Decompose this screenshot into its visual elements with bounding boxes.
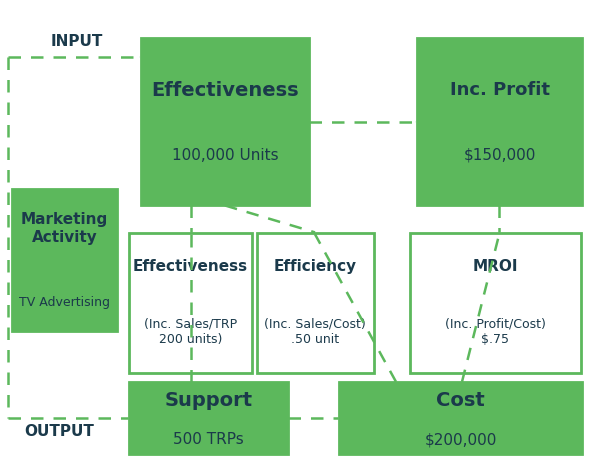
FancyBboxPatch shape bbox=[410, 234, 581, 373]
Text: INPUT: INPUT bbox=[51, 34, 103, 49]
Text: MROI: MROI bbox=[473, 259, 518, 274]
Text: (Inc. Profit/Cost)
$.75: (Inc. Profit/Cost) $.75 bbox=[445, 317, 546, 345]
FancyBboxPatch shape bbox=[129, 234, 252, 373]
FancyBboxPatch shape bbox=[141, 39, 309, 206]
Text: $200,000: $200,000 bbox=[424, 431, 497, 446]
Text: Inc. Profit: Inc. Profit bbox=[449, 81, 550, 99]
Text: Effectiveness: Effectiveness bbox=[133, 259, 248, 274]
FancyBboxPatch shape bbox=[339, 382, 582, 454]
Text: Efficiency: Efficiency bbox=[274, 259, 357, 274]
Text: TV Advertising: TV Advertising bbox=[19, 295, 110, 309]
Text: 100,000 Units: 100,000 Units bbox=[172, 148, 278, 163]
Text: Effectiveness: Effectiveness bbox=[151, 81, 299, 100]
FancyBboxPatch shape bbox=[129, 382, 288, 454]
Text: $150,000: $150,000 bbox=[463, 148, 536, 163]
Text: Support: Support bbox=[164, 390, 253, 409]
FancyBboxPatch shape bbox=[417, 39, 582, 206]
Text: Marketing
Activity: Marketing Activity bbox=[21, 211, 108, 245]
Text: Cost: Cost bbox=[436, 390, 485, 409]
Text: OUTPUT: OUTPUT bbox=[24, 423, 94, 438]
FancyBboxPatch shape bbox=[257, 234, 374, 373]
Text: 500 TRPs: 500 TRPs bbox=[173, 431, 244, 446]
Text: (Inc. Sales/Cost)
.50 unit: (Inc. Sales/Cost) .50 unit bbox=[265, 317, 366, 345]
Text: (Inc. Sales/TRP
200 units): (Inc. Sales/TRP 200 units) bbox=[144, 317, 237, 345]
FancyBboxPatch shape bbox=[12, 190, 117, 331]
